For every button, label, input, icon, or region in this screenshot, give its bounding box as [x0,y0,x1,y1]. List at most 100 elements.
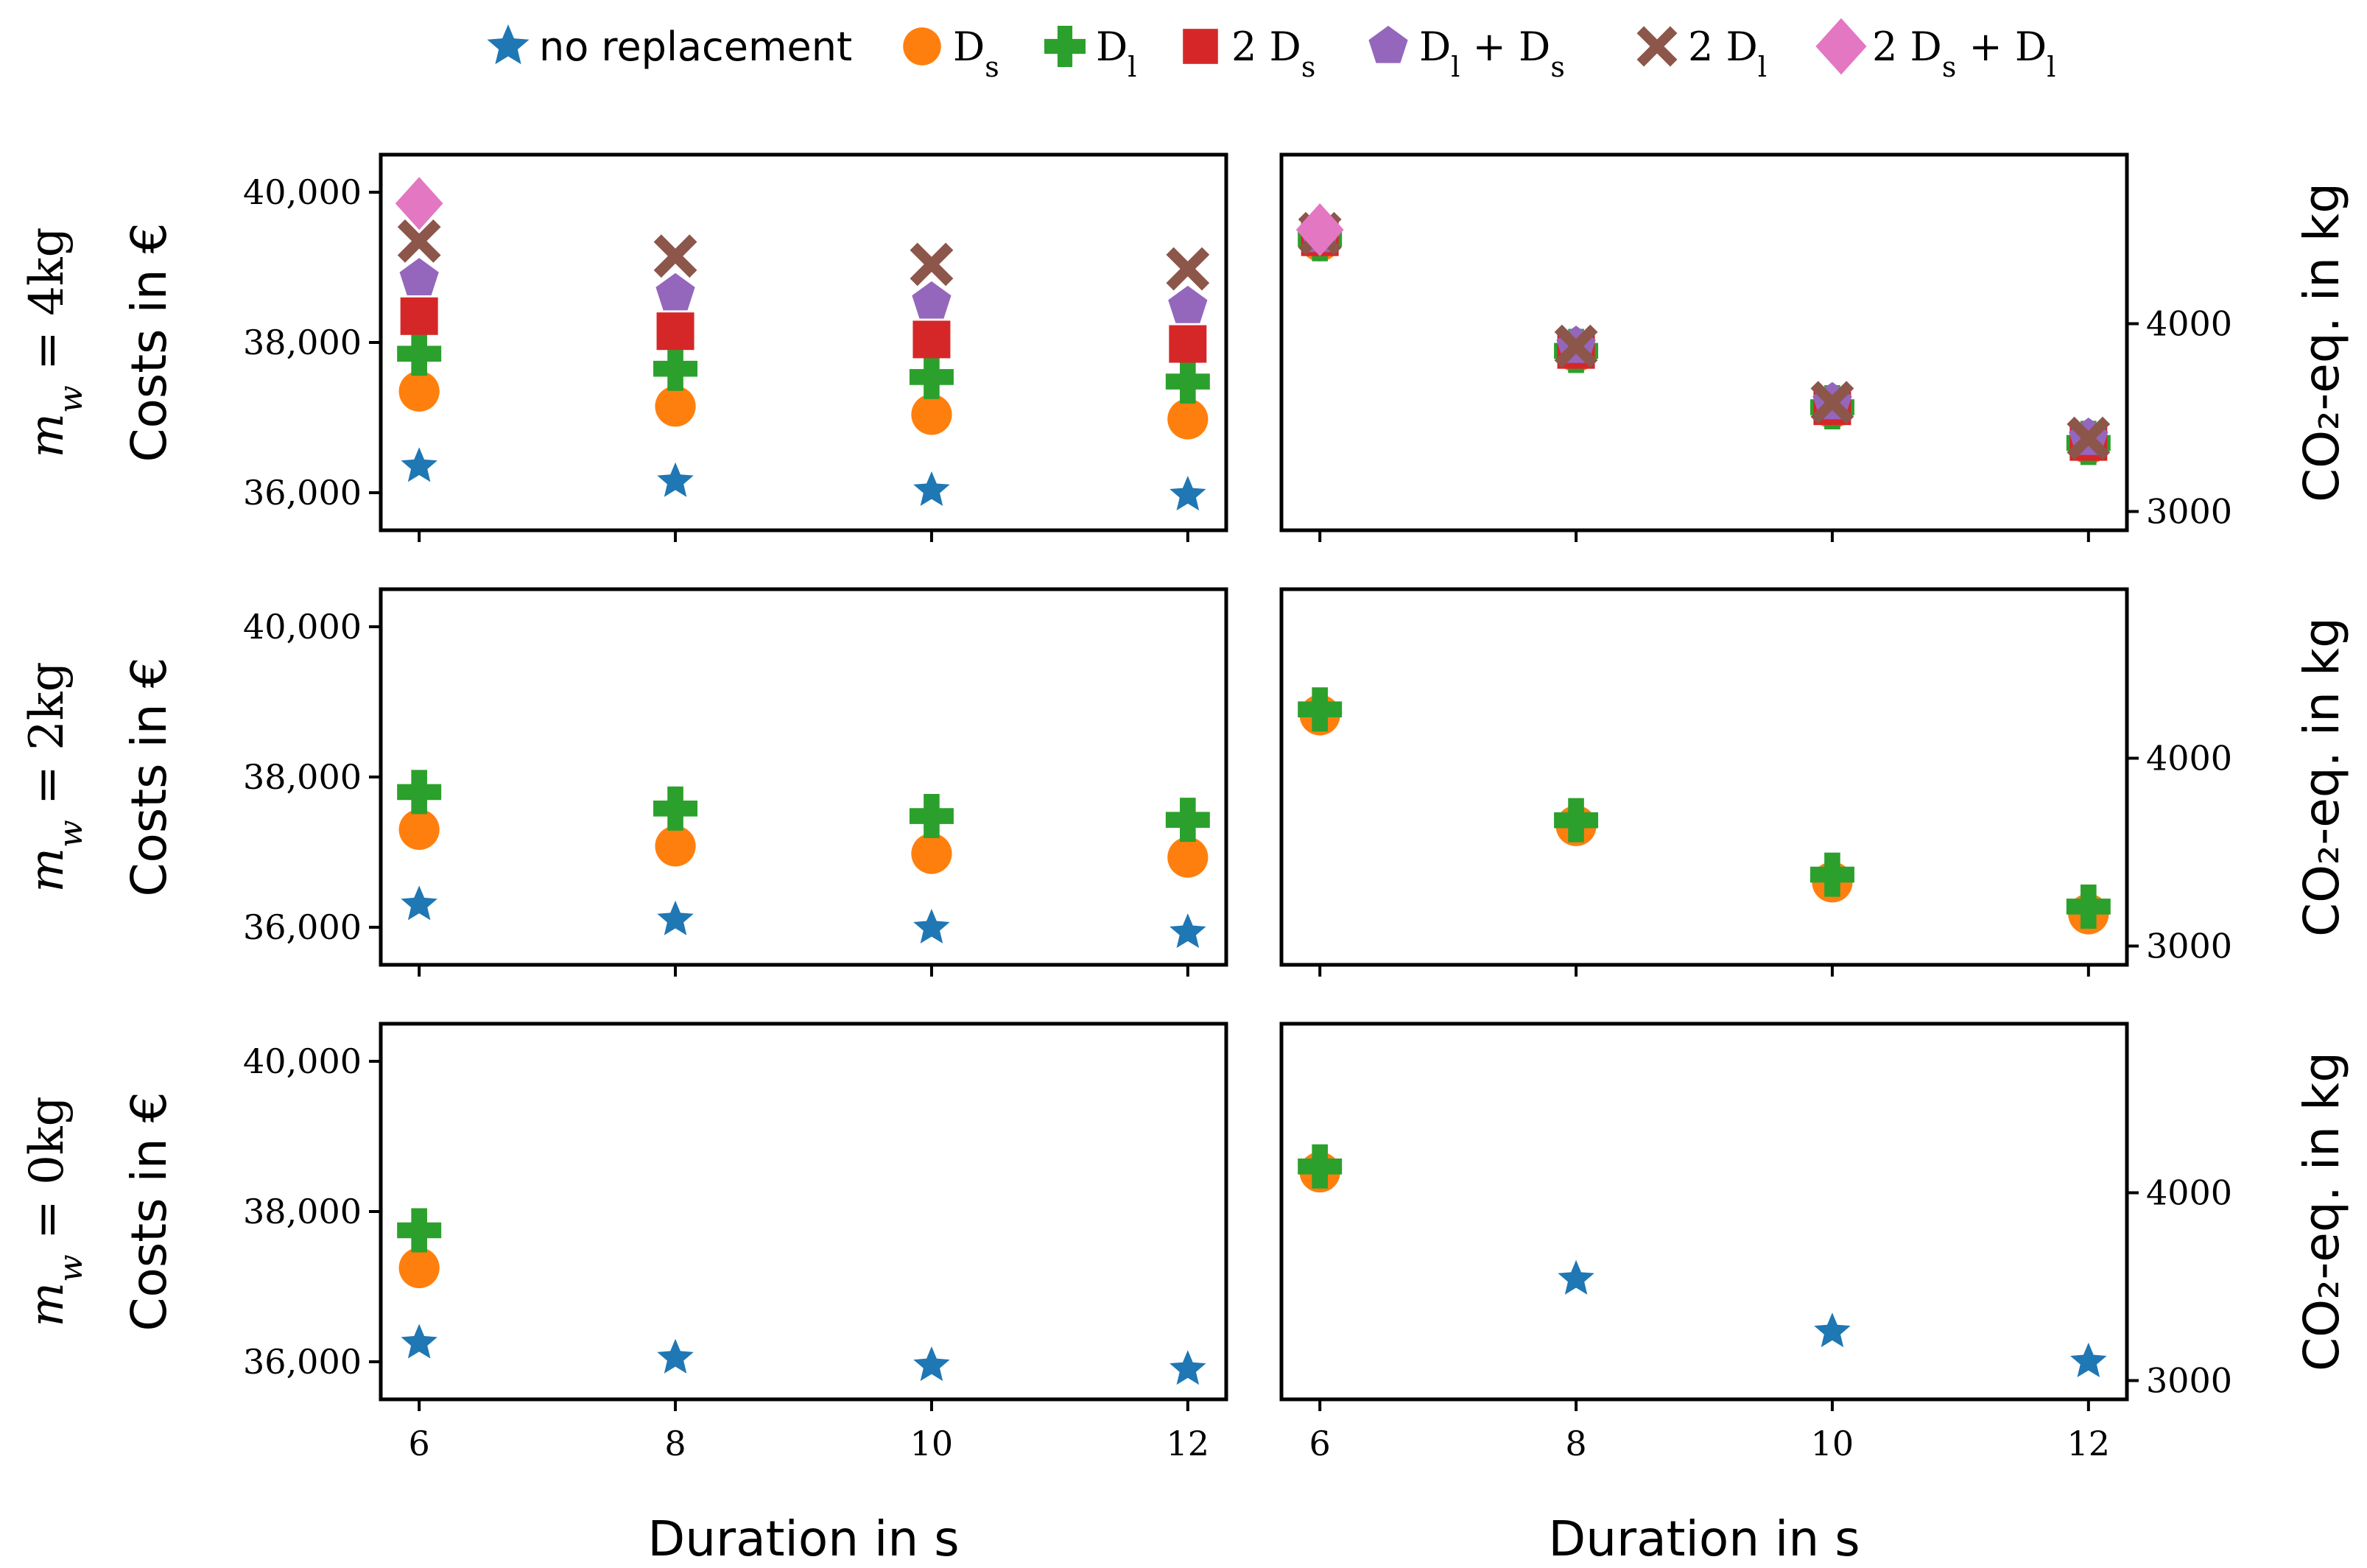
legend-label-2dl: 2 Dl [1688,24,1767,83]
point-ds [1167,398,1209,440]
ytick-label: 36,000 [243,1342,362,1382]
point-none [401,885,437,921]
point-dl [1298,687,1343,732]
xtick-label: 8 [1565,1424,1586,1463]
point-ds [911,394,952,435]
axes-frame [1279,152,2129,532]
legend-marker-ds [903,27,941,66]
xtick-label: 6 [1309,1424,1331,1463]
ytick-label: 38,000 [243,757,362,797]
point-none [401,447,437,482]
ytick-label: 3000 [2146,492,2232,532]
legend-marker-dl [1044,26,1086,67]
legend-label-ds: Ds [953,24,999,83]
ylabel-co2: CO₂-eq. in kg [2293,617,2350,937]
ytick-label: 38,000 [243,1192,362,1231]
point-none [657,900,694,935]
point-dl [909,354,954,399]
axes-frame [379,1022,1228,1402]
axes-frame [379,587,1228,967]
point-none [401,1323,437,1359]
panels: 36,000 38,000 40,000 Costs in € 3000 4000 CO₂-… [20,152,2350,1567]
legend-label-dl: Dl [1096,24,1136,83]
ytick-label: 3000 [2146,927,2232,966]
point-dlds [399,258,439,295]
point-dlds [912,281,952,319]
ytick-label: 3000 [2146,1361,2232,1401]
point-none [2070,1343,2107,1378]
xlabel-left: Duration in s [647,1511,959,1567]
xtick-label: 10 [910,1424,954,1463]
legend: no replacement Ds Dl 2 Ds Dl + Ds 2 Dl 2 Ds + … [487,18,2055,83]
ytick-label: 36,000 [243,473,362,513]
axes-frame [1279,587,2129,967]
legend-marker-2dsdl [1815,18,1867,75]
point-2dsdl [395,177,443,231]
point-2dsdl [1295,203,1344,256]
point-ds [398,809,440,850]
ytick-label: 4000 [2146,739,2232,778]
xtick-label: 8 [664,1424,686,1463]
point-2dl [1554,324,1598,368]
point-2dl [653,234,697,278]
point-ds [655,386,696,427]
point-dl [1165,359,1210,404]
row-label-1: mw = 4kg [20,227,90,457]
panel-row3-cost: 36,000 38,000 40,000 6 8 10 12 Costs in € [121,1022,1228,1463]
ylabel-co2: CO₂-eq. in kg [2293,183,2350,502]
legend-marker-dlds [1368,26,1408,63]
point-none [1814,1312,1851,1348]
ytick-label: 4000 [2146,304,2232,344]
axes-frame [379,152,1228,532]
point-dl [909,794,954,839]
point-dl [397,770,442,815]
point-none [657,462,694,497]
point-ds [911,833,952,874]
panel-row1-cost: 36,000 38,000 40,000 Costs in € [121,152,1228,542]
legend-label-2dsdl: 2 Ds + Dl [1872,24,2055,83]
point-ds [398,1247,440,1289]
xtick-label: 6 [409,1424,430,1463]
xtick-label: 10 [1811,1424,1854,1463]
row-label-2: mw = 2kg [20,661,90,892]
legend-marker-none [487,24,530,65]
point-dl [1809,852,1854,897]
point-2ds [656,312,694,351]
point-2dl [1810,381,1854,424]
point-ds [1167,837,1209,878]
point-dl [397,1208,442,1253]
ytick-label: 40,000 [243,1041,362,1081]
row-label-3: mw = 0kg [20,1096,90,1326]
point-dl [1165,798,1210,843]
point-ds [655,826,696,867]
ylabel-cost: Costs in € [121,1091,177,1331]
point-none [913,909,950,944]
legend-label-none: no replacement [539,24,852,70]
legend-marker-2ds [1183,29,1218,64]
point-dlds [655,273,695,311]
panel-row2-co2: 3000 4000 CO₂-eq. in kg [1279,587,2350,977]
ytick-label: 36,000 [243,907,362,947]
ytick-label: 40,000 [243,607,362,647]
point-2ds [1169,325,1207,363]
ylabel-cost: Costs in € [121,657,177,896]
point-dl [653,346,698,391]
xtick-label: 12 [2067,1424,2111,1463]
point-none [913,471,950,506]
point-none [657,1338,694,1374]
xlabel-right: Duration in s [1548,1511,1860,1567]
point-dl [397,331,442,376]
point-dlds [1168,286,1208,323]
point-2dl [2067,416,2111,460]
point-none [1170,913,1206,949]
point-none [1558,1259,1594,1295]
ytick-label: 38,000 [243,323,362,362]
point-none [913,1346,950,1382]
legend-marker-2dl [1636,26,1678,67]
point-dl [2066,884,2111,929]
ytick-label: 4000 [2146,1173,2232,1213]
point-none [1170,1350,1206,1385]
ylabel-co2: CO₂-eq. in kg [2293,1052,2350,1371]
legend-label-dlds: Dl + Ds [1419,24,1565,83]
